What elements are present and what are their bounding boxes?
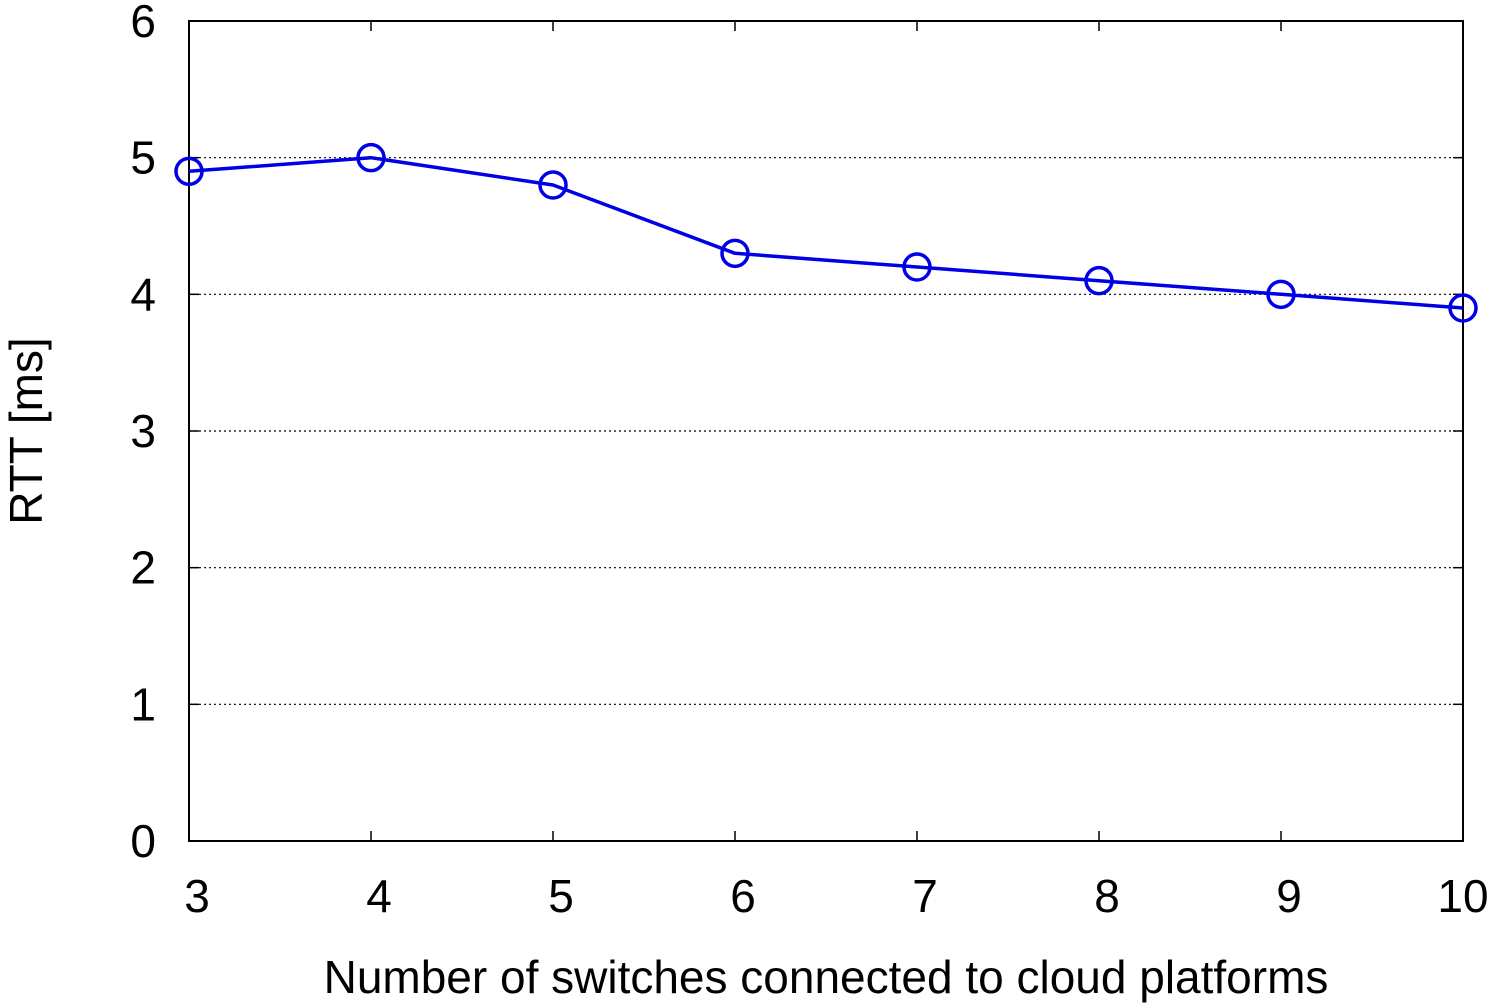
data-point xyxy=(538,170,568,200)
plot-area-frame xyxy=(188,20,1464,842)
x-tick-label: 5 xyxy=(548,870,574,922)
y-tick-label: 4 xyxy=(130,268,156,320)
x-tick-label: 3 xyxy=(184,870,210,922)
x-tick-label: 8 xyxy=(1094,870,1120,922)
y-tick-label: 6 xyxy=(130,0,156,47)
y-tick-label: 2 xyxy=(130,542,156,594)
series-line xyxy=(188,155,1464,310)
x-tick-label: 9 xyxy=(1276,870,1302,922)
data-point xyxy=(720,238,750,269)
data-point xyxy=(1084,265,1114,296)
data-point xyxy=(1448,293,1478,323)
x-tick-label: 7 xyxy=(912,870,938,922)
data-point xyxy=(1266,279,1296,310)
data-point xyxy=(902,252,932,282)
y-tick-label: 5 xyxy=(130,132,156,184)
grid-lines xyxy=(189,157,1463,705)
data-point xyxy=(356,142,386,173)
tick-labels: 0 1 2 3 4 5 6 3 4 5 6 7 8 9 10 xyxy=(130,0,1488,922)
y-axis-title: RTT [ms] xyxy=(0,337,52,524)
x-tick-label: 10 xyxy=(1437,870,1488,922)
x-tick-label: 6 xyxy=(730,870,756,922)
series-layer xyxy=(174,142,1478,323)
y-tick-label: 3 xyxy=(130,405,156,457)
x-tick-label: 4 xyxy=(366,870,392,922)
y-tick-label: 0 xyxy=(130,815,156,867)
x-axis-title: Number of switches connected to cloud pl… xyxy=(324,951,1329,1003)
y-tick-label: 1 xyxy=(130,678,156,730)
data-point xyxy=(174,156,204,187)
